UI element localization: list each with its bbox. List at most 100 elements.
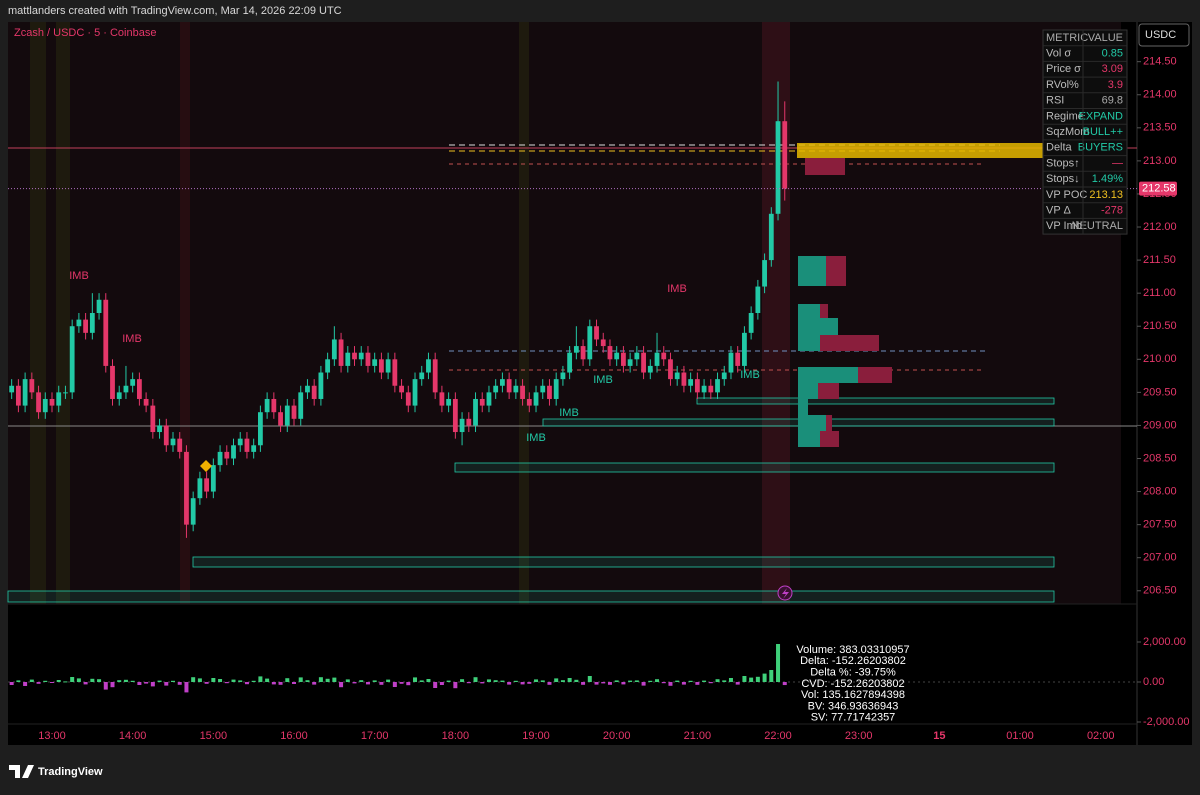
delta-bar xyxy=(769,670,774,682)
candle-body xyxy=(22,379,28,406)
profile-bar xyxy=(826,415,832,431)
delta-bar xyxy=(648,680,653,682)
candle-body xyxy=(9,385,15,393)
candle-body xyxy=(506,379,512,393)
candle-body xyxy=(29,379,35,393)
x-tick-label: 14:00 xyxy=(119,730,147,742)
candle-body xyxy=(103,299,109,366)
delta-bar xyxy=(708,682,713,684)
currency-label[interactable]: USDC xyxy=(1145,29,1176,41)
delta-bar xyxy=(312,682,317,685)
candle-body xyxy=(473,398,478,426)
delta-bar xyxy=(655,679,660,682)
candle-body xyxy=(526,398,532,406)
delta-bar xyxy=(446,680,451,682)
candle-body xyxy=(385,359,391,373)
profile-bar xyxy=(798,431,820,447)
x-tick-label: 22:00 xyxy=(764,730,792,742)
table-value: 213.13 xyxy=(1089,189,1123,201)
signal-diamond xyxy=(200,460,212,472)
currency-button[interactable] xyxy=(1138,23,1190,47)
candle-body xyxy=(762,260,767,287)
candle-body xyxy=(392,359,398,386)
candle-body xyxy=(459,418,465,433)
candle-body xyxy=(136,379,142,399)
candle-body xyxy=(688,379,694,386)
candle-body xyxy=(264,398,270,413)
candle-body xyxy=(325,359,331,373)
candle-body xyxy=(674,372,680,380)
volume-profile xyxy=(797,143,1068,447)
delta-bar xyxy=(97,679,102,682)
x-tick-label: 21:00 xyxy=(684,730,712,742)
candle-body xyxy=(654,352,660,366)
y-tick-label: 208.00 xyxy=(1143,485,1177,497)
readout-line: CVD: -152.26203802 xyxy=(801,678,904,690)
delta-bar xyxy=(130,680,135,682)
delta-bar xyxy=(587,676,592,682)
candle-body xyxy=(224,451,230,459)
candle-body xyxy=(56,392,62,406)
y-tick-label: 214.50 xyxy=(1143,56,1177,68)
delta-bar xyxy=(285,678,290,682)
candle-body xyxy=(452,398,458,433)
candle-body xyxy=(257,412,263,446)
delta-bar xyxy=(486,679,491,682)
candle-body xyxy=(251,445,257,452)
delta-bar xyxy=(29,679,34,682)
delta-bar xyxy=(23,682,28,686)
candle-body xyxy=(782,121,788,189)
delta-bar xyxy=(500,680,505,682)
delta-bar xyxy=(507,682,512,685)
delta-bar xyxy=(628,680,633,682)
delta-bar xyxy=(150,682,155,687)
candle-body xyxy=(634,352,640,360)
footer xyxy=(0,745,1200,795)
table-metric: VP Imb xyxy=(1046,220,1082,232)
delta-bar xyxy=(675,680,680,682)
candle-body xyxy=(647,365,653,373)
candle-body xyxy=(681,372,687,386)
candle-body xyxy=(540,385,546,393)
x-tick-label: 13:00 xyxy=(38,730,66,742)
candle-body xyxy=(76,319,82,327)
delta-bar xyxy=(567,678,572,682)
table-value: 0.85 xyxy=(1102,47,1123,59)
delta-bar xyxy=(473,677,478,682)
y-tick-label: 208.50 xyxy=(1143,452,1177,464)
candle-body xyxy=(15,385,21,406)
delta-bar xyxy=(171,680,176,682)
y-tick-label: 2,000.00 xyxy=(1143,636,1186,648)
candle-body xyxy=(184,451,189,525)
delta-bar xyxy=(224,682,229,684)
profile-bar xyxy=(798,383,818,399)
candle-body xyxy=(331,339,337,360)
candle-body xyxy=(399,385,404,393)
delta-bar xyxy=(305,680,310,682)
zone xyxy=(192,556,1055,568)
delta-bar xyxy=(406,682,411,686)
candle-body xyxy=(69,326,75,393)
candle-body xyxy=(594,326,599,340)
candle-body xyxy=(500,379,505,386)
delta-bar xyxy=(56,680,61,682)
delta-bar xyxy=(540,680,545,682)
table-value: NEUTRAL xyxy=(1072,220,1123,232)
y-tick-label: 211.00 xyxy=(1143,287,1176,299)
table-value: EXPAND xyxy=(1079,110,1123,122)
profile-bar xyxy=(858,367,892,383)
y-tick-label: 207.00 xyxy=(1143,552,1177,564)
delta-bar xyxy=(433,682,438,688)
readout-line: SV: 77.71742357 xyxy=(811,712,896,724)
candle-body xyxy=(36,392,41,413)
candle-body xyxy=(405,392,411,406)
delta-bar xyxy=(634,680,639,682)
delta-bar xyxy=(123,679,128,682)
delta-bar xyxy=(594,682,599,685)
delta-bar xyxy=(197,678,202,682)
candle-body xyxy=(110,365,115,399)
delta-bar xyxy=(607,682,612,685)
candle-body xyxy=(493,385,499,393)
poc-box xyxy=(797,143,1068,158)
